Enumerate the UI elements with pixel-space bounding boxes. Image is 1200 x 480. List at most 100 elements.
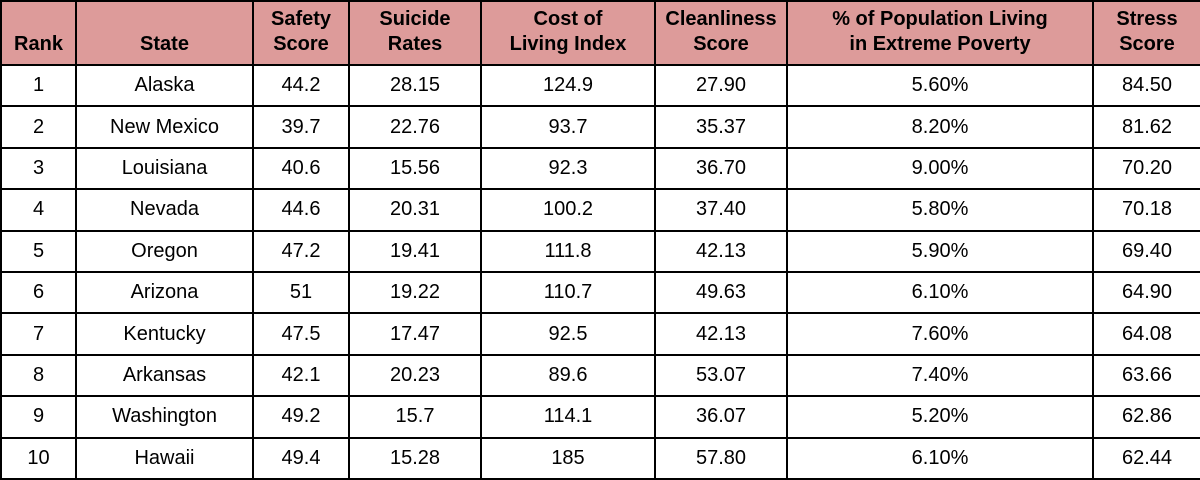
table-cell: 42.13 <box>654 229 788 273</box>
table-cell: 40.6 <box>252 146 350 191</box>
table-row: 6 Arizona 51 19.22 110.7 49.63 6.10% 64.90 <box>0 270 1200 315</box>
table-cell: Washington <box>75 395 254 439</box>
table-cell: 70.18 <box>1092 188 1200 232</box>
table-cell: 9 <box>0 395 77 439</box>
table-cell: 19.41 <box>348 229 482 273</box>
table-cell: 20.23 <box>348 353 482 398</box>
table-row: 1 Alaska 44.2 28.15 124.9 27.90 5.60% 84.50 <box>0 63 1200 108</box>
table-cell: 36.70 <box>654 146 788 191</box>
column-header: Suicide Rates <box>348 0 482 66</box>
table-cell: 111.8 <box>480 229 656 273</box>
column-header: State <box>75 0 254 66</box>
table-header: Rank State Safety Score Suicide Rates Cost o… <box>0 0 1200 66</box>
table-cell: 28.15 <box>348 63 482 108</box>
table-cell: 17.47 <box>348 312 482 356</box>
table-cell: 5.60% <box>786 63 1094 108</box>
table-cell: 44.6 <box>252 188 350 232</box>
table-row: 9 Washington 49.2 15.7 114.1 36.07 5.20% 62.86 <box>0 395 1200 439</box>
column-header: Cleanliness Score <box>654 0 788 66</box>
column-header: % of Population Living in Extreme Povert… <box>786 0 1094 66</box>
table-cell: 64.08 <box>1092 312 1200 356</box>
table-cell: 69.40 <box>1092 229 1200 273</box>
table-row: 8 Arkansas 42.1 20.23 89.6 53.07 7.40% 63.66 <box>0 353 1200 398</box>
column-header: Safety Score <box>252 0 350 66</box>
table-cell: 100.2 <box>480 188 656 232</box>
table-cell: 9.00% <box>786 146 1094 191</box>
table-cell: Alaska <box>75 63 254 108</box>
table-cell: 92.5 <box>480 312 656 356</box>
table-cell: Louisiana <box>75 146 254 191</box>
table-cell: 7.40% <box>786 353 1094 398</box>
table-row: 5 Oregon 47.2 19.41 111.8 42.13 5.90% 69.40 <box>0 229 1200 273</box>
table-cell: 36.07 <box>654 395 788 439</box>
table-cell: Arkansas <box>75 353 254 398</box>
table-row: 4 Nevada 44.6 20.31 100.2 37.40 5.80% 70.18 <box>0 188 1200 232</box>
table-cell: 10 <box>0 436 77 480</box>
table-cell: 89.6 <box>480 353 656 398</box>
table-cell: 6 <box>0 270 77 315</box>
table-cell: 6.10% <box>786 436 1094 480</box>
table-cell: 7 <box>0 312 77 356</box>
table-cell: 51 <box>252 270 350 315</box>
table-cell: 62.44 <box>1092 436 1200 480</box>
table-cell: 49.63 <box>654 270 788 315</box>
table-cell: 93.7 <box>480 105 656 149</box>
table-cell: 49.2 <box>252 395 350 439</box>
column-header: Stress Score <box>1092 0 1200 66</box>
table-cell: 63.66 <box>1092 353 1200 398</box>
table-cell: 5.20% <box>786 395 1094 439</box>
table-row: 10 Hawaii 49.4 15.28 185 57.80 6.10% 62.44 <box>0 436 1200 480</box>
table-cell: 44.2 <box>252 63 350 108</box>
header-row: Rank State Safety Score Suicide Rates Cost o… <box>0 0 1200 66</box>
table-cell: 70.20 <box>1092 146 1200 191</box>
table-cell: 37.40 <box>654 188 788 232</box>
table-cell: 57.80 <box>654 436 788 480</box>
table-cell: 47.2 <box>252 229 350 273</box>
table-cell: 4 <box>0 188 77 232</box>
table-cell: 110.7 <box>480 270 656 315</box>
column-header: Rank <box>0 0 77 66</box>
table-cell: 35.37 <box>654 105 788 149</box>
table-cell: 8 <box>0 353 77 398</box>
table-cell: 5.90% <box>786 229 1094 273</box>
table-cell: New Mexico <box>75 105 254 149</box>
table-cell: 1 <box>0 63 77 108</box>
table-cell: 84.50 <box>1092 63 1200 108</box>
table-cell: 49.4 <box>252 436 350 480</box>
table-cell: 15.7 <box>348 395 482 439</box>
column-header: Cost of Living Index <box>480 0 656 66</box>
table-cell: 47.5 <box>252 312 350 356</box>
table-cell: 124.9 <box>480 63 656 108</box>
table-row: 2 New Mexico 39.7 22.76 93.7 35.37 8.20% 81.62 <box>0 105 1200 149</box>
table-cell: 64.90 <box>1092 270 1200 315</box>
table-cell: 53.07 <box>654 353 788 398</box>
table-body: 1 Alaska 44.2 28.15 124.9 27.90 5.60% 84.50 2 New… <box>0 63 1200 480</box>
table-cell: 19.22 <box>348 270 482 315</box>
table-cell: Kentucky <box>75 312 254 356</box>
table-cell: Nevada <box>75 188 254 232</box>
table-cell: 8.20% <box>786 105 1094 149</box>
table-row: 3 Louisiana 40.6 15.56 92.3 36.70 9.00% 70.20 <box>0 146 1200 191</box>
table-cell: 27.90 <box>654 63 788 108</box>
table-cell: 185 <box>480 436 656 480</box>
table-cell: 15.56 <box>348 146 482 191</box>
table-cell: 81.62 <box>1092 105 1200 149</box>
table-cell: 15.28 <box>348 436 482 480</box>
table-cell: Hawaii <box>75 436 254 480</box>
table-cell: 92.3 <box>480 146 656 191</box>
table-cell: 20.31 <box>348 188 482 232</box>
table-cell: 5 <box>0 229 77 273</box>
table-cell: 42.13 <box>654 312 788 356</box>
table-cell: 22.76 <box>348 105 482 149</box>
table-cell: Arizona <box>75 270 254 315</box>
table-cell: 5.80% <box>786 188 1094 232</box>
table-cell: 39.7 <box>252 105 350 149</box>
table-cell: 3 <box>0 146 77 191</box>
table-cell: 42.1 <box>252 353 350 398</box>
table-cell: 7.60% <box>786 312 1094 356</box>
table-cell: 6.10% <box>786 270 1094 315</box>
table-cell: Oregon <box>75 229 254 273</box>
table-row: 7 Kentucky 47.5 17.47 92.5 42.13 7.60% 64.08 <box>0 312 1200 356</box>
table-cell: 114.1 <box>480 395 656 439</box>
